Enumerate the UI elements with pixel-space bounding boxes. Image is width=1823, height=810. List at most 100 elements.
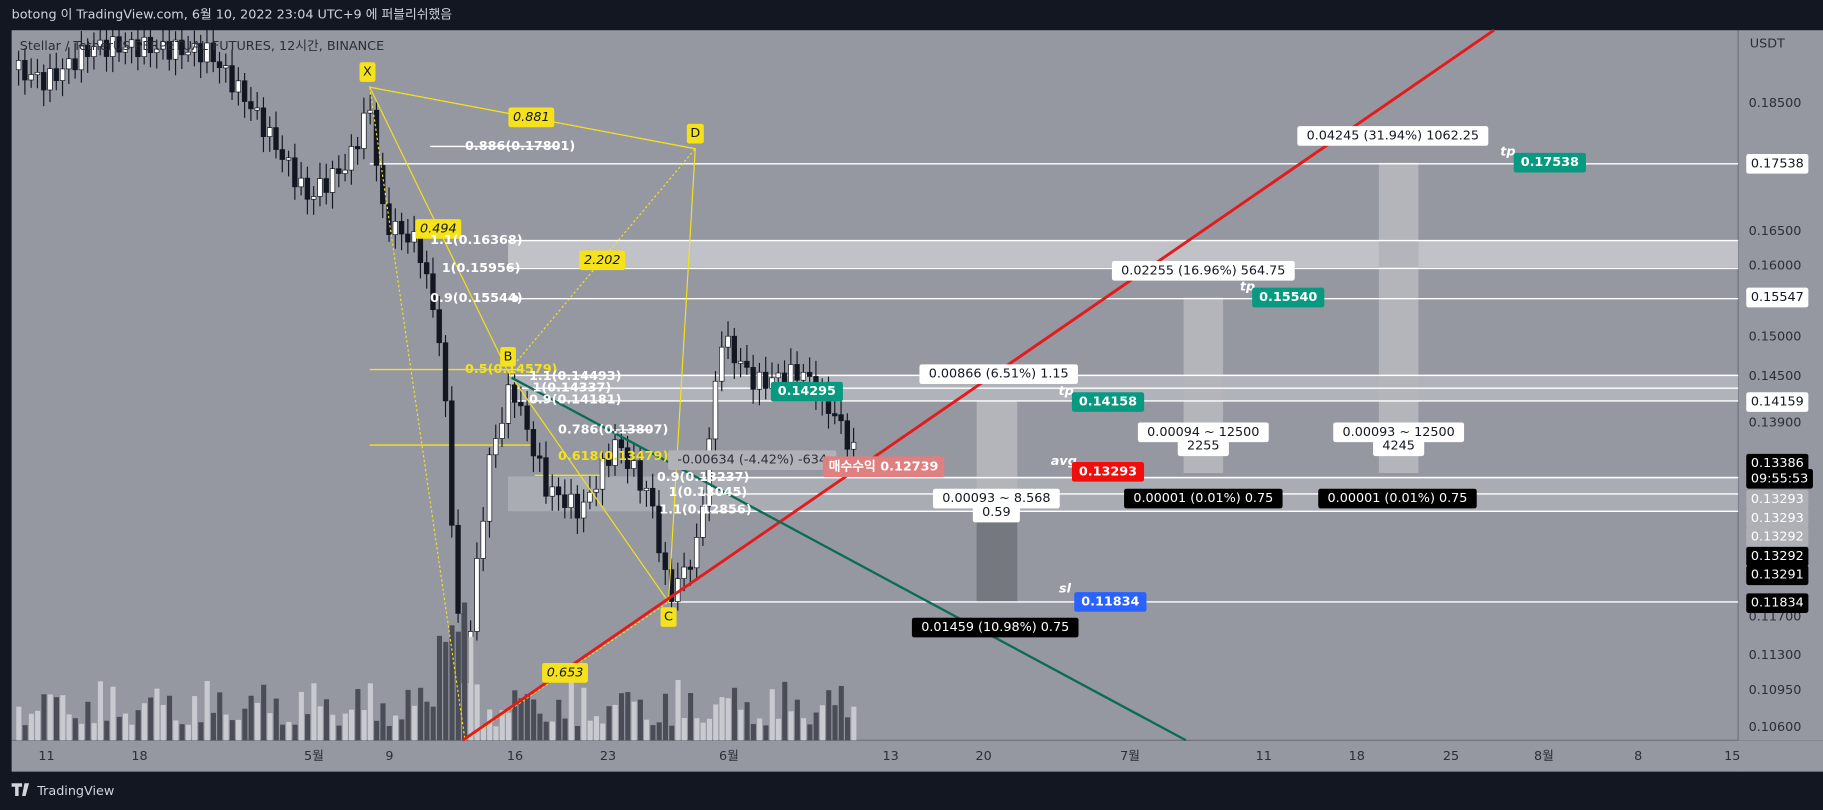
candle — [229, 65, 235, 93]
candle — [499, 422, 505, 439]
volume-bar — [807, 724, 813, 741]
candle — [832, 413, 838, 417]
candle — [474, 558, 480, 632]
volume-bar — [292, 724, 298, 741]
candle — [210, 42, 216, 63]
volume-bar — [537, 713, 543, 741]
candle — [342, 169, 348, 174]
candle — [248, 101, 254, 110]
candle — [323, 178, 329, 193]
volume-bar — [267, 713, 273, 741]
volume-bar — [688, 693, 694, 741]
price-tag: 0.13292 — [1751, 549, 1804, 564]
candle — [493, 438, 499, 456]
candle — [631, 460, 637, 469]
volume-bar — [631, 701, 637, 741]
candle — [794, 364, 800, 381]
candle — [292, 157, 298, 188]
date-label: 20 — [975, 749, 991, 764]
footer-brand: TradingView — [36, 784, 114, 799]
candle — [78, 44, 85, 71]
pattern-point-box — [359, 62, 376, 82]
volume-bar — [719, 697, 725, 741]
volume-bar — [305, 714, 311, 741]
position-box: 0.04245 (31.94%) 1062.25 — [1307, 128, 1479, 143]
unit-label: USDT — [1750, 37, 1785, 52]
volume-bar — [361, 710, 367, 741]
price-label: 0.11700 — [1749, 610, 1802, 625]
time-axis — [11, 740, 1823, 772]
volume-bar — [185, 724, 191, 741]
volume-bar — [531, 699, 537, 741]
volume-bar — [79, 723, 85, 741]
candle — [612, 439, 618, 466]
volume-bar — [110, 686, 116, 741]
position-box: 0.59 — [982, 505, 1010, 520]
fib-label: 1.1(0.16368) — [430, 233, 522, 248]
candle — [424, 262, 430, 275]
volume-bar — [681, 718, 687, 741]
date-label: 16 — [507, 749, 523, 764]
volume-bar — [217, 692, 223, 741]
volume-bar — [600, 723, 606, 741]
volume-bar — [242, 708, 248, 741]
date-label: 15 — [1724, 749, 1740, 764]
position-box-box — [919, 364, 1078, 385]
pattern-ratio-box — [542, 663, 588, 683]
date-label: 11 — [38, 749, 54, 764]
candle — [279, 149, 285, 160]
candle — [84, 44, 91, 57]
candle — [317, 178, 323, 197]
price-tag: 0.13293 — [1751, 492, 1804, 507]
volume-bar — [229, 720, 235, 741]
volume-bar — [22, 725, 28, 741]
price-tag: 0.11834 — [1751, 596, 1804, 611]
price-tag-box — [1746, 287, 1809, 308]
price-tag: 0.13292 — [1751, 529, 1804, 544]
tag-label: tp — [1500, 145, 1515, 160]
fib-label: 0.886(0.17801) — [465, 139, 575, 154]
price-axis — [1738, 30, 1823, 741]
candle — [750, 366, 756, 390]
candle — [41, 72, 47, 91]
price-label: 0.13900 — [1749, 416, 1802, 431]
position-box: 0.02255 (16.96%) 564.75 — [1121, 263, 1285, 278]
candle — [681, 566, 687, 579]
date-label: 25 — [1443, 749, 1459, 764]
tag-price-box — [1074, 592, 1147, 612]
candle — [637, 460, 643, 491]
zone — [1378, 162, 1419, 473]
volume-bar — [455, 631, 461, 741]
volume-bar — [487, 709, 493, 741]
pnl-label: 매수수익 0.12739 — [829, 459, 939, 475]
volume-bar — [644, 719, 650, 741]
candle — [562, 494, 568, 508]
volume-bar — [279, 724, 286, 741]
volume-bar — [35, 710, 41, 741]
candle — [580, 501, 587, 519]
candle — [706, 438, 712, 507]
volume-bar — [832, 705, 838, 741]
header-title: botong 이 TradingView.com, 6월 10, 2022 23… — [12, 7, 453, 23]
volume-bar — [349, 709, 355, 741]
candle — [486, 454, 493, 522]
volume-bar — [462, 602, 468, 741]
tag-label: tp — [1059, 384, 1074, 399]
candle — [91, 46, 97, 57]
candle — [442, 342, 449, 402]
pattern-point-box — [660, 607, 677, 627]
volume-bar — [436, 635, 443, 741]
candle — [731, 335, 737, 364]
volume-bar — [97, 681, 104, 741]
position-box: -0.00634 (-4.42%) -634 — [677, 453, 827, 468]
volume-bar — [706, 718, 712, 741]
candle — [693, 537, 700, 569]
date-label: 7월 — [1120, 749, 1140, 764]
volume-bar — [782, 681, 788, 741]
volume-bar — [744, 702, 750, 741]
candle — [656, 505, 662, 554]
volume-bar — [392, 715, 399, 741]
candle — [844, 420, 850, 450]
volume-bar — [210, 712, 217, 741]
volume-bar — [104, 720, 110, 741]
